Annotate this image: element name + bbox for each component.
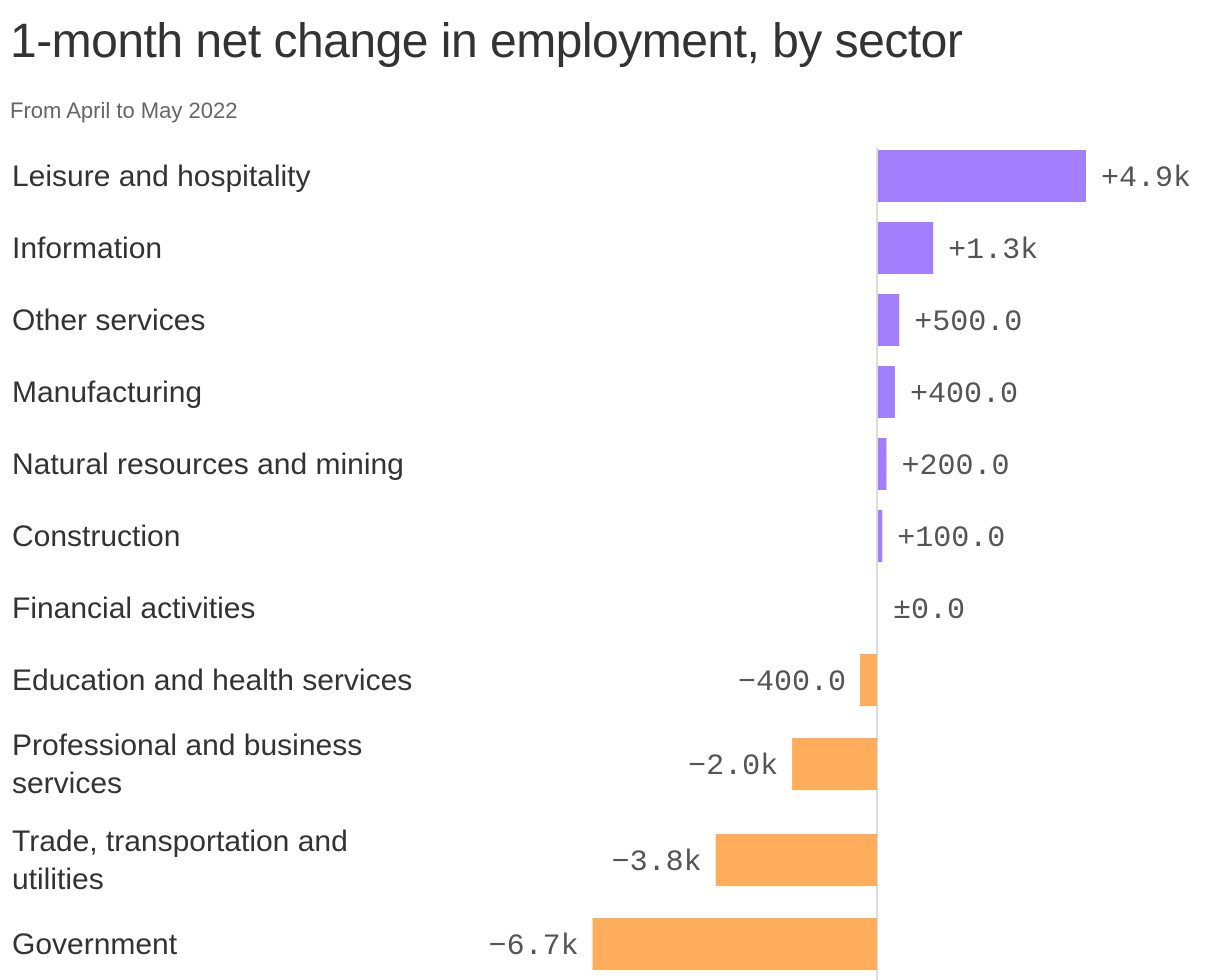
value-label: −2.0k [688,750,778,784]
bar-5 [878,438,887,490]
bar-9 [792,738,877,790]
value-label: −3.8k [612,846,702,880]
category-label: Financial activities [12,592,255,625]
value-label: +500.0 [914,306,1022,340]
bar-2 [878,222,934,274]
category-label: Manufacturing [12,376,202,409]
bar-10 [715,834,877,886]
bar-4 [878,366,895,418]
value-label: +400.0 [910,378,1018,412]
category-label: Other services [12,304,205,337]
value-label: −6.7k [489,930,579,964]
bar-1 [878,150,1086,202]
bar-6 [878,510,883,562]
category-label: Professional and business services [12,729,362,800]
value-label: +1.3k [948,234,1038,268]
category-label: Government [12,928,178,961]
value-label: ±0.0 [893,594,965,628]
category-label: Information [12,232,162,265]
value-label: +4.9k [1101,162,1191,196]
category-label: Natural resources and mining [12,448,404,481]
category-label: Education and health services [12,664,412,697]
value-label: +200.0 [901,450,1009,484]
chart-title: 1-month net change in employment, by sec… [10,15,963,68]
value-label: +100.0 [897,522,1005,556]
category-label: Construction [12,520,180,553]
bar-11 [592,918,877,970]
value-label: −400.0 [738,666,846,700]
chart-subtitle: From April to May 2022 [10,98,238,123]
bar-8 [860,654,877,706]
bar-3 [878,294,900,346]
category-label: Leisure and hospitality [12,160,311,193]
category-label: Trade, transportation and utilities [12,825,348,896]
